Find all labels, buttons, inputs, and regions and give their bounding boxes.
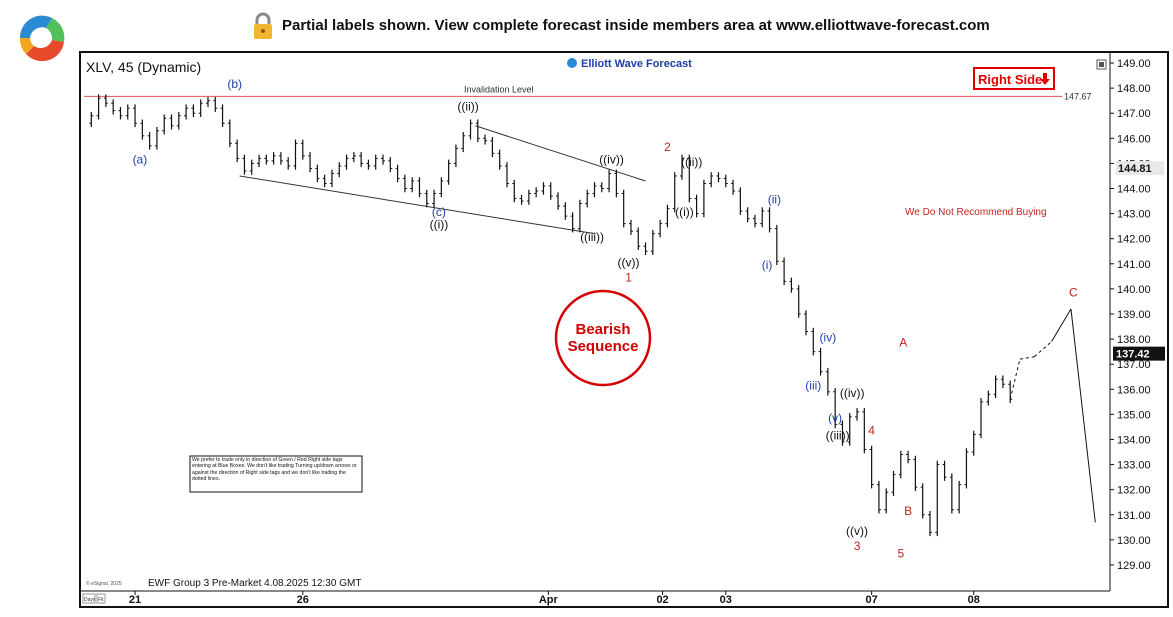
invalidation-label: Invalidation Level	[464, 84, 534, 94]
settings-icon[interactable]	[1096, 59, 1107, 70]
copyright: © eSignal, 2025	[86, 580, 122, 587]
wave-label: (b)	[227, 77, 242, 91]
chart-title: XLV, 45 (Dynamic)	[86, 59, 201, 75]
bearish-line2: Sequence	[568, 338, 639, 355]
wave-label: 3	[854, 539, 861, 553]
days-button: Days	[84, 597, 96, 603]
arrow-down-icon	[1040, 73, 1050, 85]
y-axis: 149.00148.00147.00146.00145.00144.00143.…	[1110, 58, 1151, 572]
price-tags: 144.81 137.42	[1113, 161, 1165, 361]
projection-segment	[1051, 308, 1072, 342]
wave-label: B	[904, 504, 912, 518]
projection-segment	[1019, 356, 1035, 360]
x-tick-label: 02	[656, 594, 668, 606]
wave-label: ((v))	[846, 524, 868, 538]
projection-segment	[1009, 359, 1021, 400]
x-tick-label: 08	[968, 594, 980, 606]
price-bars	[89, 94, 1013, 537]
wave-label: C	[1069, 285, 1078, 299]
wave-label: (iii)	[805, 378, 821, 392]
wave-label: 1	[625, 270, 632, 284]
chart-footer: EWF Group 3 Pre-Market 4.08.2025 12:30 G…	[148, 578, 361, 589]
y-tick-label: 132.00	[1117, 485, 1151, 497]
y-tick-label: 149.00	[1117, 58, 1151, 70]
y-tick-label: 133.00	[1117, 460, 1151, 472]
ewf-swirl-logo-icon	[14, 10, 70, 66]
y-tick-label: 138.00	[1117, 334, 1151, 346]
y-tick-label: 139.00	[1117, 309, 1151, 321]
y-tick-label: 134.00	[1117, 434, 1151, 446]
x-tick-label: 03	[720, 594, 732, 606]
invalidation-level: Invalidation Level 147.67	[84, 84, 1092, 101]
wave-label: ((i))	[675, 205, 694, 219]
right-side-label: Right Side	[978, 72, 1042, 87]
y-tick-label: 146.00	[1117, 133, 1151, 145]
wave-label: ((iii))	[580, 230, 604, 244]
wave-label: (v)	[828, 411, 842, 425]
wave-label: ((v))	[618, 255, 640, 269]
y-tick-label: 130.00	[1117, 535, 1151, 547]
wave-label: (iv)	[820, 331, 837, 345]
trendline	[239, 175, 595, 235]
wave-label: ((ii))	[457, 100, 478, 114]
wave-label: ((iv))	[599, 152, 624, 166]
wave-label: 4	[868, 423, 875, 437]
y-tick-label: 131.00	[1117, 510, 1151, 522]
last-price-tag: 137.42	[1116, 349, 1150, 361]
prior-price-tag: 144.81	[1118, 163, 1152, 175]
watermark: Elliott Wave Forecast	[567, 58, 692, 70]
y-tick-label: 137.00	[1117, 359, 1151, 371]
top-banner: Partial labels shown. View complete fore…	[0, 0, 1173, 66]
wave-label: ((iv))	[840, 386, 865, 400]
disclaimer-text: We prefer to trade only in direction of …	[192, 457, 357, 483]
wave-label: A	[899, 336, 907, 350]
wave-label: ((iii))	[826, 428, 850, 442]
projection-segment	[1034, 341, 1052, 358]
trendlines	[239, 125, 646, 235]
wave-label: (c)	[432, 205, 446, 219]
lock-icon	[254, 12, 272, 39]
bearish-sequence-badge: Bearish Sequence	[554, 289, 652, 387]
wave-label: ((i))	[430, 218, 449, 232]
y-tick-label: 129.00	[1117, 560, 1151, 572]
y-tick-label: 144.00	[1117, 184, 1151, 196]
fit-button: Fit	[98, 597, 104, 603]
wave-labels: (b)(a)((ii))(c)((i))((iv))((iii))2((ii))…	[133, 77, 1078, 560]
y-tick-label: 141.00	[1117, 259, 1151, 271]
y-tick-label: 135.00	[1117, 409, 1151, 421]
invalidation-value: 147.67	[1064, 91, 1092, 101]
chart-frame	[79, 51, 1169, 608]
wave-label: (ii)	[768, 193, 781, 207]
right-side-tag[interactable]: Right Side	[973, 67, 1055, 90]
axis-buttons[interactable]: Days Fit	[82, 593, 106, 604]
x-axis: 21 26 Apr 02 03 07 08	[129, 591, 980, 606]
no-buy-note: We Do Not Recommend Buying	[905, 207, 1047, 218]
disclaimer-box: We prefer to trade only in direction of …	[189, 455, 363, 493]
projection-segment	[1070, 308, 1096, 523]
watermark-text: Elliott Wave Forecast	[581, 58, 692, 70]
y-tick-label: 143.00	[1117, 209, 1151, 221]
wave-label: ((ii))	[681, 155, 702, 169]
x-tick-label: 07	[866, 594, 878, 606]
wave-label: 2	[664, 140, 671, 154]
projection-path	[1009, 308, 1096, 523]
y-tick-label: 136.00	[1117, 384, 1151, 396]
y-tick-label: 148.00	[1117, 83, 1151, 95]
trendline	[475, 125, 646, 182]
x-tick-label: 21	[129, 594, 141, 606]
wave-label: (i)	[762, 258, 773, 272]
wave-label: 5	[897, 546, 904, 560]
banner-message[interactable]: Partial labels shown. View complete fore…	[282, 17, 990, 34]
x-tick-label: 26	[297, 594, 309, 606]
wave-label: (a)	[133, 152, 148, 166]
y-tick-label: 140.00	[1117, 284, 1151, 296]
y-tick-label: 147.00	[1117, 108, 1151, 120]
bearish-line1: Bearish	[575, 321, 630, 338]
y-tick-label: 142.00	[1117, 234, 1151, 246]
x-tick-label: Apr	[539, 594, 559, 606]
